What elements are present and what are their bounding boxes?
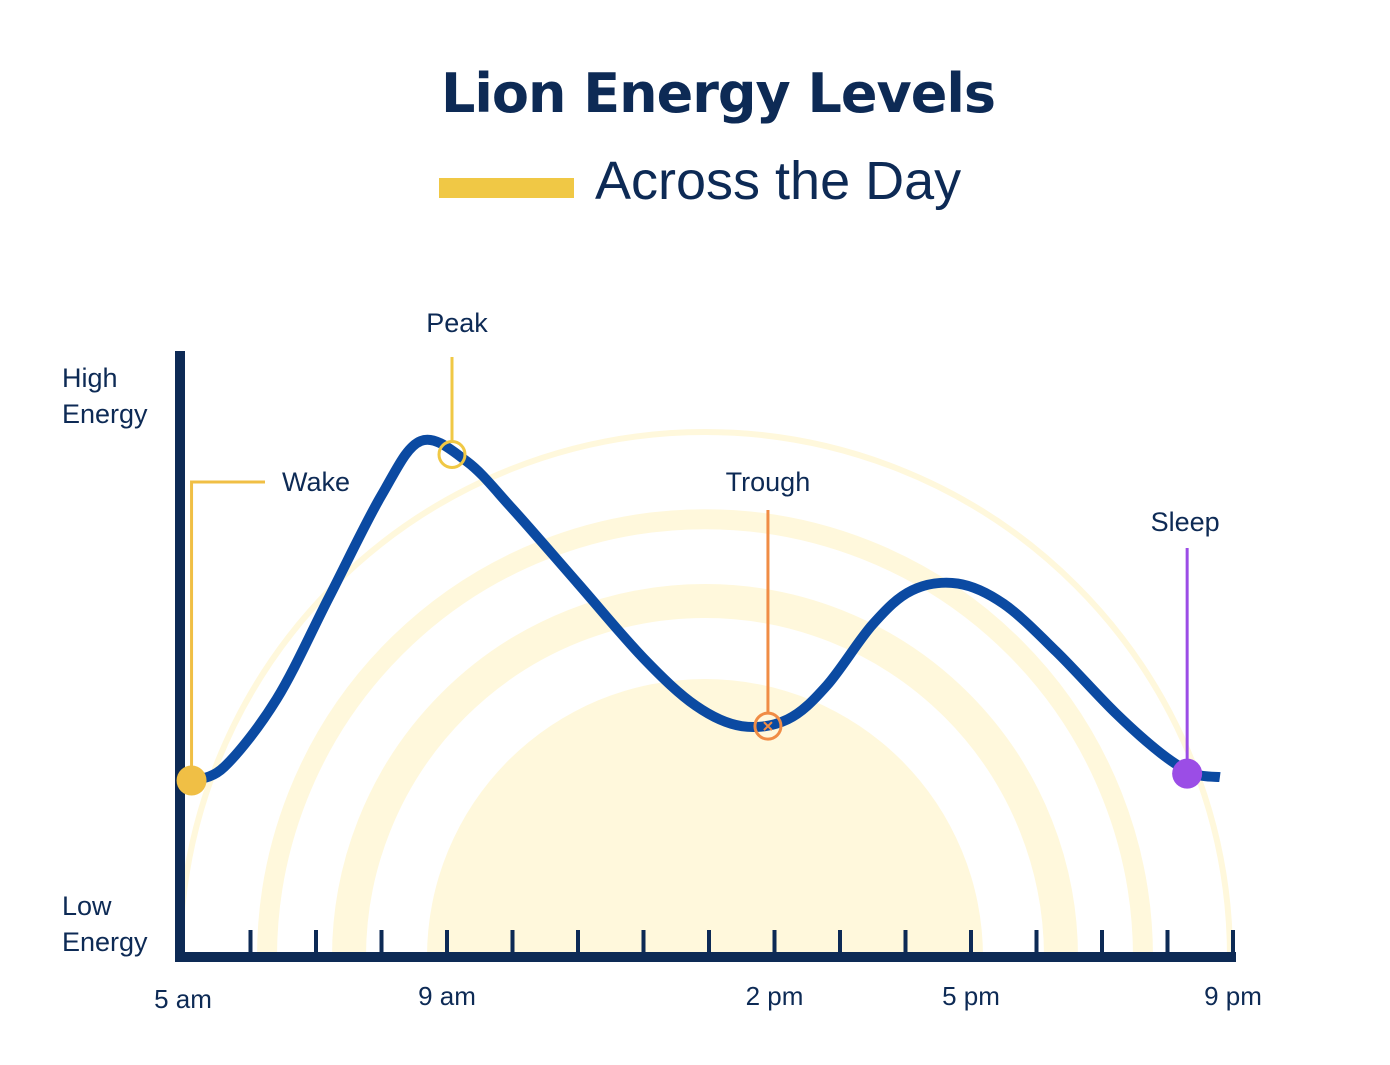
wake-label: Wake [282,467,350,497]
annotations: Wake Peak Trough Sleep [176,308,1220,796]
legend-swatch [439,178,574,198]
x-tick-label: 5 am [154,984,212,1014]
y-label-low: Low Energy [62,888,148,960]
x-tick-label: 5 pm [942,981,1000,1011]
x-tick-label: 2 pm [746,981,804,1011]
sun-ring-middle [257,509,1153,958]
y-label-low-line2: Energy [62,927,148,957]
sun-ring-inner [332,584,1078,958]
sun-background [177,429,1233,958]
axes [175,351,1236,962]
peak-marker [437,440,467,470]
sleep-marker [1172,758,1203,789]
peak-label: Peak [426,308,488,338]
trough-marker [753,711,783,741]
sun-disc [427,679,983,957]
energy-curve-line [189,434,1221,786]
y-label-high-line2: Energy [62,399,148,429]
y-label-high-line1: High [62,363,118,393]
tick-labels: 5 am 9 am 2 pm 5 pm 9 pm [154,981,1262,1014]
chart-subtitle: Across the Day [595,151,962,211]
y-label-high: High Energy [62,360,148,432]
sun-ring-outer [177,429,1233,958]
wake-marker [176,765,207,796]
trough-label: Trough [726,467,811,497]
curve-layer [189,434,1221,786]
y-label-low-line1: Low [62,891,112,921]
chart-title: Lion Energy Levels [440,62,996,125]
sleep-label: Sleep [1151,507,1220,537]
trough-x-icon [763,721,773,731]
x-tick-label: 9 pm [1204,981,1262,1011]
wake-leader-line [190,480,265,781]
x-tick-label: 9 am [418,981,476,1011]
